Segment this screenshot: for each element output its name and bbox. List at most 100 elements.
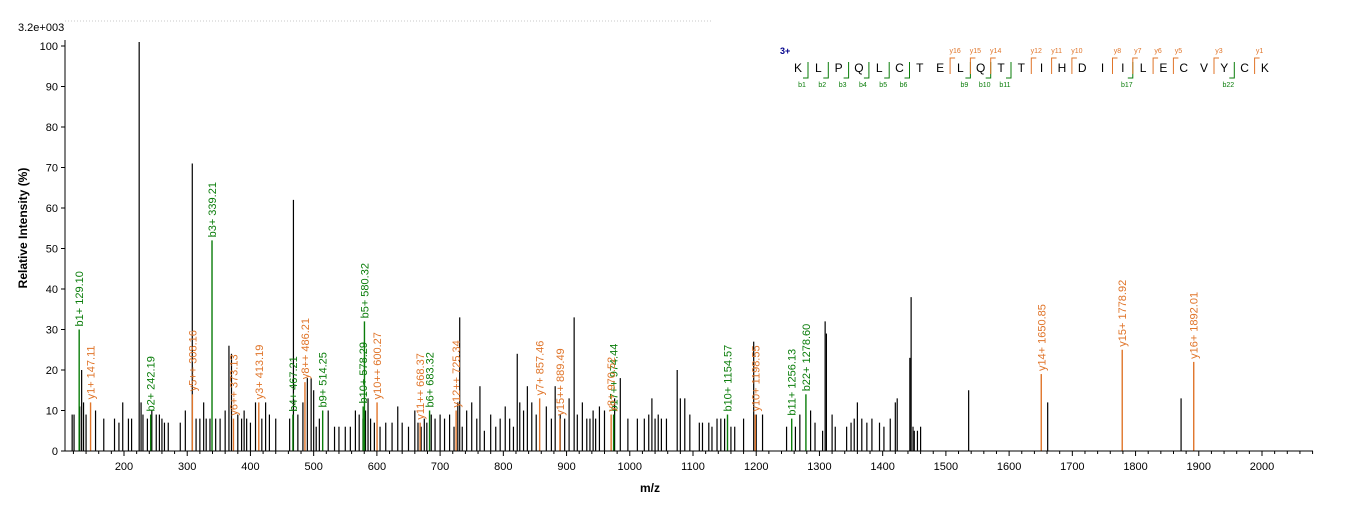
sequence-residue: D [1078,61,1087,75]
sequence-residue: H [1058,61,1067,75]
sequence-residue: L [957,61,964,75]
b-cleavage-label: b9 [961,82,969,89]
y-ion-label: y15+ 1778.92 [1117,280,1129,347]
sequence-residue: T [997,61,1005,75]
x-tick-label: 1600 [997,461,1021,473]
y-ion-label: y3+ 413.19 [254,345,266,400]
y-ion-peaks: y1+ 147.11 y5++ 308.16 y6++ 373.13 y3+ 413.… [86,280,1201,451]
y-ion-label: y1+ 147.11 [86,345,98,399]
b-ion-label: b4+ 467.21 [288,356,300,411]
b-cleavage-label: b3 [839,82,847,89]
sequence-residue: I [1121,61,1124,75]
axes: 0 10 20 30 40 50 60 70 80 90 100 200 300 400 500 600 700… [40,40,1314,473]
y-cleavage-mark [1030,57,1037,74]
sequence-residue: K [794,61,802,75]
y-cleavage-label: y10 [1071,48,1082,55]
sequence-map: 3+K L P Q L C T E L Q T T I H D I I L E C V Y C Kb1 b2 b3 b4 b5 b6 b9… [780,46,1269,89]
y-tick-label: 100 [40,41,58,53]
sequence-residue: Q [976,61,985,75]
sequence-residue: E [1159,61,1167,75]
x-tick-label: 800 [494,461,512,473]
b-cleavage-mark [985,62,992,79]
sequence-residue: C [895,61,904,75]
y-ion-label: y10+ 1198.55 [750,345,762,411]
b-ion-label: b2+ 242.19 [146,356,158,411]
sequence-residue: P [835,61,843,75]
b-ion-peaks: b1+ 129.10 b2+ 242.19 b3+ 339.21 b4+ 467.21… [74,182,813,451]
b-ion-label: b6+ 683.32 [425,352,437,407]
x-tick-label: 1800 [1123,461,1147,473]
x-tick-label: 700 [431,461,449,473]
b-ion-label: b1+ 129.10 [74,271,86,326]
y-ion-label: y8++ 486.21 [300,318,312,379]
sequence-residue: I [1101,61,1104,75]
y-cleavage-mark [1112,57,1118,74]
sequence-residue: C [1240,61,1249,75]
y-ion-label: y6++ 373.13 [228,354,240,415]
b-ion-label: b17++ 974.44 [609,344,621,412]
b-ion-label: b10+ 1154.57 [723,345,735,412]
y-cleavage-label: y15 [970,48,981,55]
y-ion-label: y11++ 668.37 [415,353,427,419]
sequence-residue: C [1179,61,1188,75]
y-ion-label: y16+ 1892.01 [1189,292,1201,359]
x-tick-label: 600 [368,461,386,473]
b-cleavage-label: b17 [1121,82,1133,89]
x-tick-label: 2000 [1250,461,1274,473]
y-cleavage-label: y8 [1114,48,1122,55]
y-tick-label: 80 [46,122,58,134]
b-cleavage-mark [1229,62,1235,79]
y-ion-label: y8+ 970.52 [606,357,618,412]
sequence-residue: I [1040,61,1043,75]
x-tick-label: 1500 [934,461,958,473]
y-ion-label: y10++ 600.27 [372,332,384,399]
y-tick-label: 20 [46,365,58,377]
x-tick-label: 1100 [681,461,705,473]
y-tick-label: 30 [46,325,58,337]
x-tick-label: 500 [304,461,322,473]
y-cleavage-mark [990,57,996,74]
x-tick-label: 1200 [744,461,768,473]
sequence-residue: T [916,61,924,75]
y-ion-label: y15++ 889.49 [555,348,567,415]
x-tick-label: 1400 [870,461,894,473]
x-tick-label: 200 [115,461,133,473]
b-cleavage-label: b2 [818,82,826,89]
x-axis-title: m/z [640,481,660,495]
sequence-residue: L [876,61,883,75]
sequence-residue: Q [854,61,863,75]
sequence-residue: L [1140,61,1147,75]
y-tick-label: 50 [46,244,58,256]
y-cleavage-label: y14 [990,48,1001,55]
b-cleavage-mark [823,62,829,79]
b-cleavage-label: b4 [859,82,867,89]
y-cleavage-mark [1132,57,1138,74]
y-tick-label: 40 [46,284,58,296]
y-cleavage-mark [969,57,976,74]
unassigned-peaks [71,41,1182,451]
x-tick-label: 400 [241,461,259,473]
b-cleavage-label: b10 [979,82,991,89]
sequence-residue: L [815,61,822,75]
y-cleavage-mark [1071,57,1077,74]
b-ion-label: b11+ 1256.13 [787,349,799,416]
b-cleavage-label: b6 [900,82,908,89]
y-ion-label: y7+ 857.46 [535,341,547,396]
y-cleavage-label: y7 [1134,48,1142,55]
y-cleavage-mark [1254,57,1260,74]
b-cleavage-mark [904,62,910,79]
y-tick-label: 0 [52,446,58,458]
y-cleavage-mark [949,57,956,74]
b-cleavage-mark [1006,62,1012,79]
b-cleavage-label: b1 [798,82,806,89]
y-cleavage-label: y11 [1051,48,1062,55]
y-cleavage-mark [1213,57,1219,74]
x-tick-label: 1900 [1187,461,1211,473]
b-ion-label: b3+ 339.21 [207,182,219,237]
x-tick-label: 1300 [807,461,831,473]
y-tick-label: 70 [46,163,58,175]
y-tick-label: 10 [46,406,58,418]
y-axis-title: Relative Intensity (%) [16,168,30,289]
